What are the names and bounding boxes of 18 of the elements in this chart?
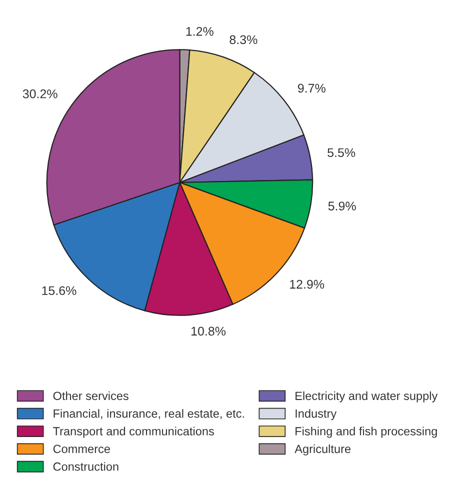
- legend-label: Construction: [53, 462, 118, 471]
- data-label: 30.2%: [22, 89, 58, 98]
- legend-label: Industry: [296, 409, 337, 420]
- legend-label: Financial, insurance, real estate, etc.: [54, 409, 244, 420]
- legend-label: Commerce: [53, 444, 110, 454]
- data-label: 10.8%: [192, 326, 226, 336]
- data-label: 9.7%: [298, 84, 326, 93]
- legend-label: Agriculture: [294, 444, 351, 456]
- data-label: 12.9%: [290, 280, 324, 289]
- data-label: 5.9%: [328, 202, 356, 210]
- data-label: 5.5%: [328, 148, 356, 158]
- legend-label: Other services: [53, 391, 128, 400]
- data-label: 15.6%: [42, 286, 76, 296]
- legend-label: Electricity and water supply: [296, 391, 438, 402]
- legend-label: Transport and communications: [53, 426, 214, 438]
- data-label: 1.2%: [186, 26, 214, 36]
- legend-label: Fishing and fish processing: [296, 426, 437, 438]
- data-label: 8.3%: [230, 35, 258, 44]
